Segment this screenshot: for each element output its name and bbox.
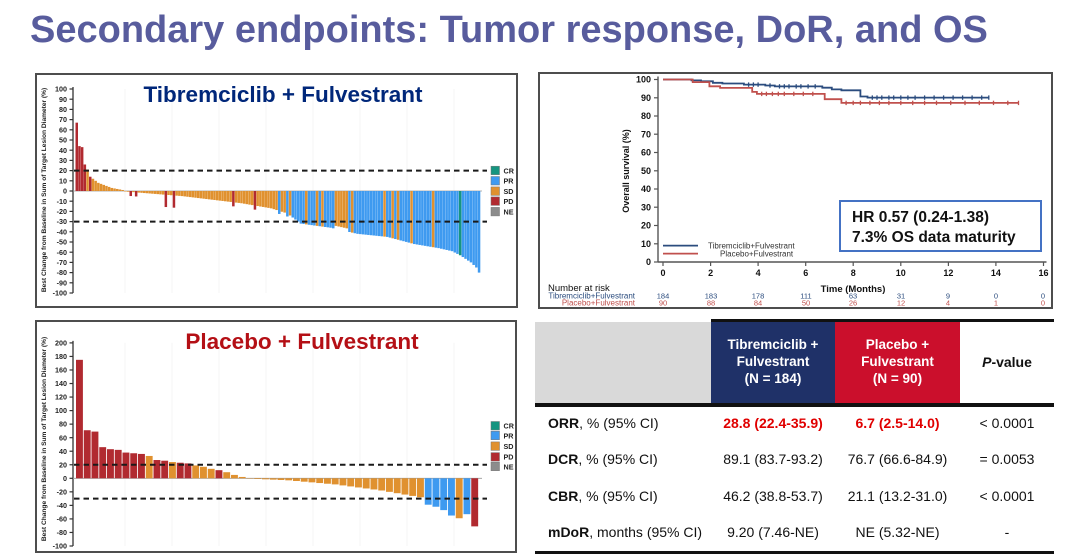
svg-text:0: 0	[646, 257, 651, 267]
svg-text:4: 4	[946, 299, 950, 308]
svg-text:60: 60	[641, 148, 651, 158]
svg-text:PD: PD	[504, 197, 514, 206]
svg-text:60: 60	[59, 433, 67, 442]
svg-text:-70: -70	[57, 258, 67, 267]
svg-text:Placebo+Fulvestrant: Placebo+Fulvestrant	[562, 299, 636, 308]
svg-text:70: 70	[59, 115, 67, 124]
svg-text:84: 84	[754, 299, 762, 308]
svg-text:Tibremciclib+Fulvestrant: Tibremciclib+Fulvestrant	[548, 292, 635, 301]
svg-text:50: 50	[641, 166, 651, 176]
svg-text:40: 40	[641, 184, 651, 194]
svg-text:6: 6	[803, 268, 808, 278]
svg-text:30: 30	[59, 156, 67, 165]
svg-text:SD: SD	[504, 187, 514, 196]
svg-text:7.3% OS data maturity: 7.3% OS data maturity	[852, 229, 1016, 246]
svg-text:Tibremciclib + Fulvestrant: Tibremciclib + Fulvestrant	[143, 82, 423, 107]
svg-text:120: 120	[55, 393, 67, 402]
svg-text:0: 0	[660, 268, 665, 278]
svg-text:-40: -40	[57, 501, 67, 510]
svg-text:-50: -50	[57, 238, 67, 247]
svg-text:-20: -20	[57, 207, 67, 216]
svg-text:-10: -10	[57, 197, 67, 206]
svg-text:200: 200	[55, 339, 67, 348]
svg-text:4: 4	[756, 268, 761, 278]
svg-text:50: 50	[802, 299, 810, 308]
svg-text:CR: CR	[504, 422, 515, 431]
svg-text:-40: -40	[57, 227, 67, 236]
svg-text:180: 180	[55, 352, 67, 361]
svg-text:70: 70	[641, 130, 651, 140]
svg-text:80: 80	[59, 105, 67, 114]
svg-text:CR: CR	[504, 166, 515, 175]
svg-text:90: 90	[641, 93, 651, 103]
svg-text:20: 20	[59, 166, 67, 175]
svg-text:-30: -30	[57, 217, 67, 226]
svg-text:90: 90	[59, 95, 67, 104]
svg-text:184: 184	[657, 292, 670, 301]
svg-text:10: 10	[59, 176, 67, 185]
svg-text:Tibremciclib+Fulvestrant: Tibremciclib+Fulvestrant	[708, 242, 795, 251]
svg-text:NE: NE	[504, 208, 514, 217]
svg-text:14: 14	[991, 268, 1001, 278]
svg-text:40: 40	[59, 146, 67, 155]
svg-text:-60: -60	[57, 248, 67, 257]
svg-text:NE: NE	[504, 462, 514, 471]
svg-text:0: 0	[994, 292, 998, 301]
svg-text:HR 0.57 (0.24-1.38): HR 0.57 (0.24-1.38)	[852, 209, 989, 226]
svg-text:90: 90	[659, 299, 667, 308]
svg-text:Time (Months): Time (Months)	[821, 284, 886, 295]
svg-text:100: 100	[636, 75, 651, 85]
svg-text:100: 100	[55, 85, 67, 94]
svg-text:80: 80	[59, 420, 67, 429]
svg-text:9: 9	[946, 292, 950, 301]
svg-text:111: 111	[800, 292, 811, 301]
svg-text:31: 31	[897, 292, 905, 301]
svg-text:80: 80	[641, 111, 651, 121]
svg-text:-90: -90	[57, 278, 67, 287]
svg-text:10: 10	[896, 268, 906, 278]
svg-text:1: 1	[994, 299, 998, 308]
svg-text:0: 0	[1041, 299, 1045, 308]
svg-text:100: 100	[55, 406, 67, 415]
svg-text:0: 0	[1041, 292, 1045, 301]
svg-text:0: 0	[63, 474, 67, 483]
svg-text:PR: PR	[504, 177, 515, 186]
svg-text:20: 20	[641, 221, 651, 231]
svg-text:SD: SD	[504, 442, 514, 451]
svg-text:Placebo + Fulvestrant: Placebo + Fulvestrant	[185, 329, 419, 354]
svg-text:PD: PD	[504, 453, 514, 462]
svg-text:178: 178	[752, 292, 765, 301]
svg-text:-100: -100	[53, 289, 67, 298]
svg-text:183: 183	[705, 292, 718, 301]
svg-text:160: 160	[55, 366, 67, 375]
svg-text:-60: -60	[57, 515, 67, 524]
svg-text:40: 40	[59, 447, 67, 456]
svg-text:12: 12	[897, 299, 905, 308]
svg-text:-80: -80	[57, 528, 67, 537]
svg-text:Number at risk: Number at risk	[548, 283, 610, 294]
svg-text:60: 60	[59, 125, 67, 134]
svg-text:10: 10	[641, 239, 651, 249]
svg-text:PR: PR	[504, 431, 515, 440]
svg-text:20: 20	[59, 460, 67, 469]
svg-text:50: 50	[59, 136, 67, 145]
svg-text:8: 8	[851, 268, 856, 278]
svg-text:-80: -80	[57, 268, 67, 277]
svg-text:30: 30	[641, 202, 651, 212]
svg-text:2: 2	[708, 268, 713, 278]
svg-text:88: 88	[707, 299, 715, 308]
svg-text:-100: -100	[53, 542, 67, 551]
svg-text:0: 0	[63, 187, 67, 196]
svg-text:12: 12	[943, 268, 953, 278]
svg-text:140: 140	[55, 379, 67, 388]
svg-text:16: 16	[1038, 268, 1048, 278]
svg-text:-20: -20	[57, 487, 67, 496]
svg-text:Placebo+Fulvestrant: Placebo+Fulvestrant	[720, 250, 794, 259]
svg-text:26: 26	[849, 299, 857, 308]
svg-text:63: 63	[849, 292, 857, 301]
